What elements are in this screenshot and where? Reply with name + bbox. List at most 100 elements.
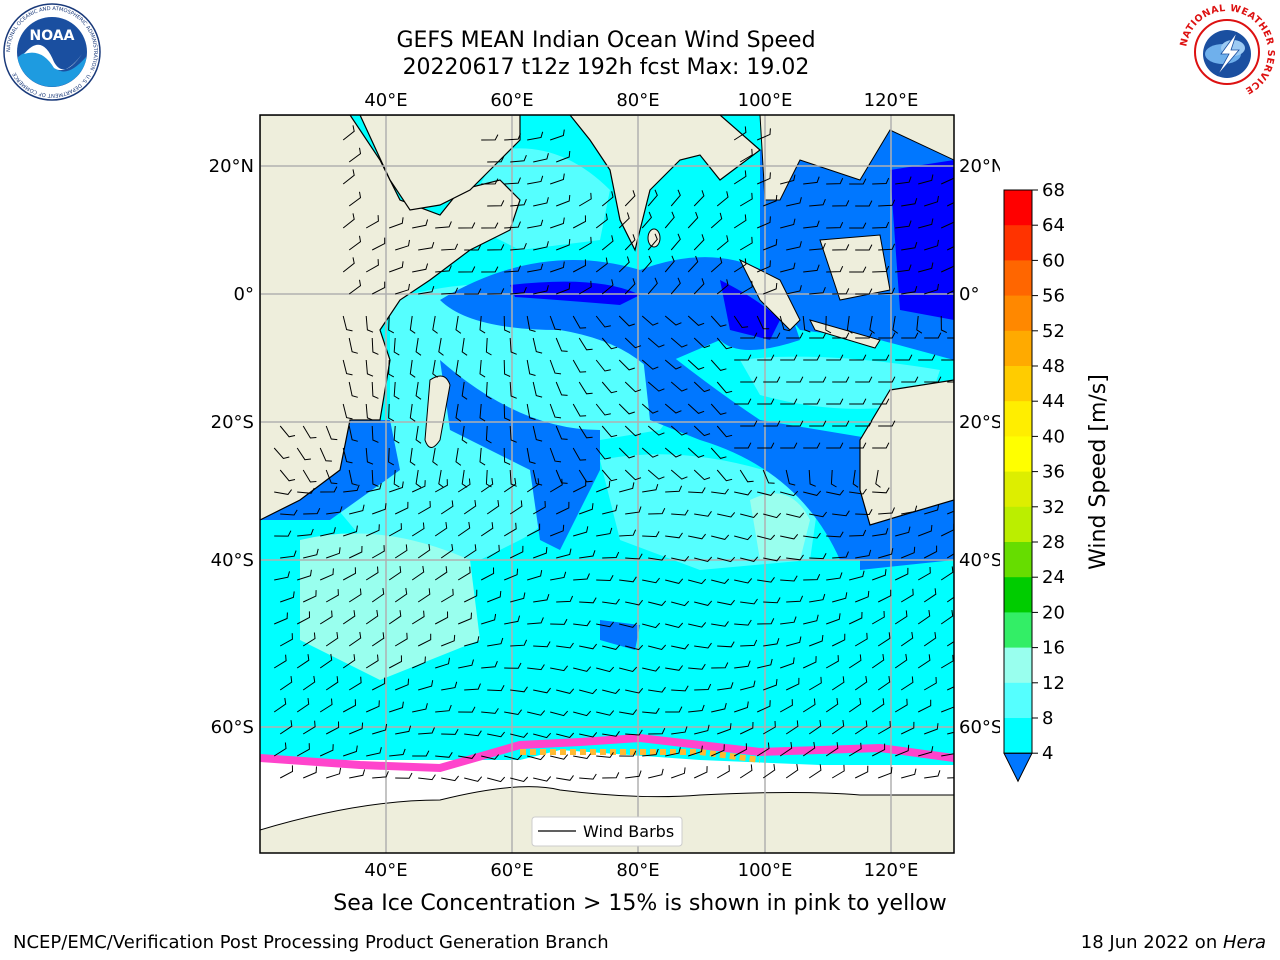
wind-barb [641, 359, 659, 370]
wind-barb [527, 131, 544, 141]
wind-barb [624, 190, 636, 207]
sri-lanka-land [647, 228, 661, 248]
wind-barb [487, 685, 505, 692]
map-frame [259, 114, 955, 854]
wind-barb [461, 337, 468, 356]
wind-barb [739, 469, 754, 483]
wind-barb [279, 765, 294, 779]
wind-barb [417, 544, 431, 559]
wind-barb [849, 529, 867, 537]
wind-barb [687, 403, 705, 414]
wind-barb [389, 748, 406, 757]
wind-barb [578, 337, 593, 351]
wind-barb [365, 566, 379, 581]
wind-barb [596, 710, 615, 716]
wind-barb [901, 546, 916, 559]
wind-barb [693, 234, 705, 251]
wind-barb [572, 215, 587, 229]
wind-barb [946, 596, 954, 603]
wind-barb [464, 288, 482, 295]
wind-barb [319, 447, 332, 462]
wind-barb [825, 742, 839, 757]
wind-barb [648, 600, 667, 606]
wind-barb [808, 469, 816, 487]
colorbar-segment [1004, 542, 1032, 578]
wind-barb [527, 664, 545, 671]
wind-barb [716, 469, 733, 482]
wind-barb [808, 720, 822, 735]
map-field [260, 115, 954, 853]
wind-barb [509, 381, 517, 399]
wind-barb [503, 359, 511, 377]
wind-barb [441, 775, 459, 782]
wind-barb [832, 200, 850, 207]
wind-barb [693, 190, 705, 207]
wind-barb [802, 741, 816, 757]
wind-barb [711, 534, 730, 540]
wind-barb [464, 636, 480, 647]
wind-barb [711, 662, 729, 669]
wind-barb [296, 743, 310, 757]
wind-barb [855, 508, 873, 516]
wind-barb [388, 447, 395, 466]
wind-barb [917, 610, 931, 625]
wind-barb [780, 218, 796, 229]
wind-barb [365, 215, 379, 229]
wind-barb [871, 610, 885, 625]
wind-barb [441, 243, 459, 251]
wind-barb [418, 241, 435, 251]
wind-barb [550, 261, 565, 273]
wind-barb [325, 425, 338, 441]
wind-barb [533, 687, 551, 694]
wind-barb [924, 283, 939, 295]
wind-barb [296, 611, 311, 625]
wind-barb [739, 721, 754, 735]
wind-barb [946, 246, 954, 251]
colorbar-segment [1004, 295, 1032, 332]
wind-barb [371, 469, 379, 487]
wind-barb [411, 565, 425, 581]
wind-barb [578, 425, 593, 439]
wind-barb [388, 315, 395, 334]
wind-barb [763, 194, 778, 207]
wind-barb [348, 147, 362, 163]
wind-barb [480, 522, 494, 537]
wind-barb [504, 133, 521, 141]
colorbar-tick-label: 32 [1042, 497, 1065, 518]
wind-barb [395, 239, 410, 251]
wind-barb [393, 337, 400, 356]
wind-barb [740, 556, 759, 562]
wind-barb [618, 403, 635, 415]
wind-barb [619, 750, 637, 757]
wind-barb [855, 332, 873, 339]
wind-barb [763, 638, 780, 647]
wind-barb [803, 573, 821, 581]
wind-barb [296, 654, 310, 669]
wind-barb [572, 259, 587, 273]
wind-barb [573, 753, 591, 760]
wind-barb [365, 609, 379, 625]
wind-barb [438, 337, 444, 356]
wind-barb [734, 660, 751, 669]
wind-barb [780, 398, 798, 405]
wind-barb [894, 698, 908, 713]
wind-barb [461, 425, 468, 444]
wind-barb [526, 359, 536, 376]
wind-barb [924, 504, 940, 515]
wind-barb [855, 244, 873, 251]
wind-barb [786, 512, 805, 518]
wind-barb [480, 567, 495, 581]
wind-barb [694, 724, 710, 735]
wind-barb [878, 199, 896, 207]
wind-barb [481, 222, 499, 229]
wind-barb [504, 709, 522, 716]
wind-barb [573, 620, 591, 627]
wind-barb [688, 704, 705, 713]
wind-barb [578, 280, 592, 295]
wind-barb [572, 315, 587, 329]
wind-barb [647, 189, 658, 207]
wind-barb [763, 555, 781, 562]
wind-barb [740, 598, 758, 605]
wind-barb [526, 403, 536, 420]
wind-barb [533, 285, 549, 295]
